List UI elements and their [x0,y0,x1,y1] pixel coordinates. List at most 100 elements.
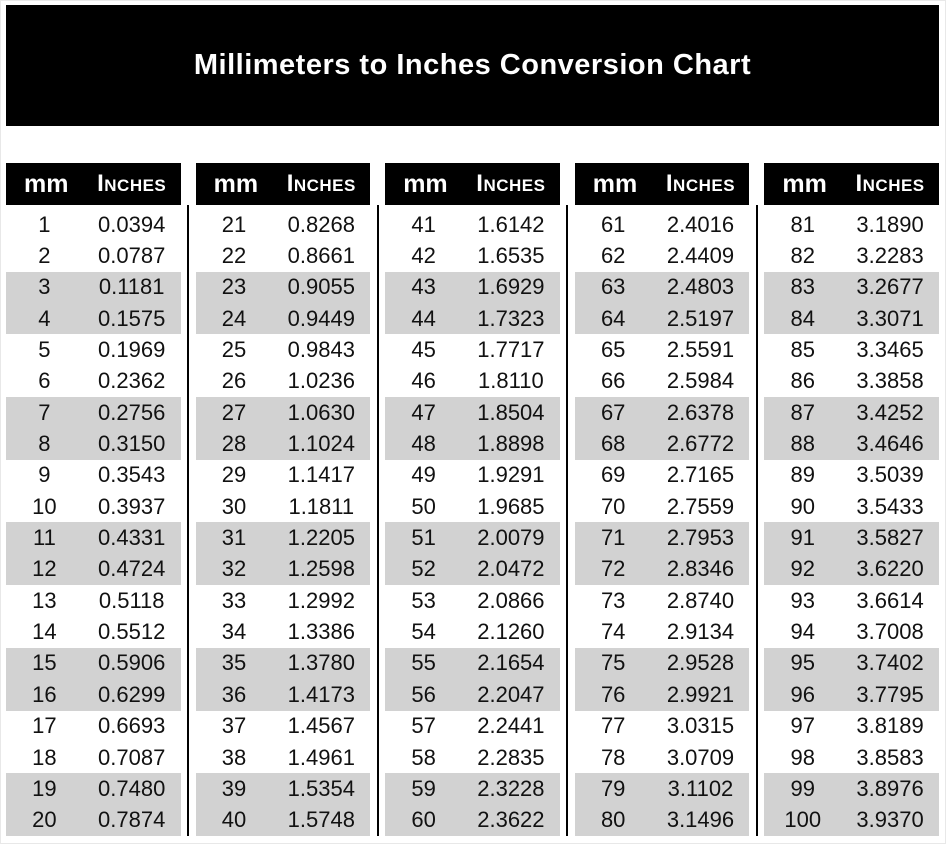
table-row: 98 3.8583 [764,742,939,773]
table-row: 46 1.8110 [385,366,560,397]
cell-mm: 45 [411,337,436,363]
cell-mm: 75 [600,650,626,676]
table-row: 9 0.3543 [6,460,181,491]
table-row: 65 2.5591 [575,334,750,365]
cell-mm: 21 [221,211,247,237]
cell-inches: 3.7008 [856,619,924,645]
cell-mm: 22 [221,243,247,269]
cell-inches: 0.7087 [98,744,166,770]
cell-inches: 3.3071 [856,305,924,331]
cell-mm: 13 [32,587,57,613]
cell-inches: 0.7874 [98,807,166,833]
cell-inches: 2.4409 [666,243,735,269]
cell-mm: 100 [784,807,822,833]
cell-inches: 1.8504 [477,399,545,425]
cell-mm: 52 [411,556,436,582]
cell-inches: 2.2835 [477,744,545,770]
table-row: 13 0.5118 [6,585,181,616]
cell-mm: 16 [32,681,57,707]
cell-mm: 17 [32,713,57,739]
cell-mm: 33 [221,587,247,613]
table-row: 71 2.7953 [574,522,750,554]
cell-mm: 42 [411,243,436,269]
cell-mm: 70 [600,493,626,519]
table-row: 25 0.9843 [196,334,371,365]
cell-mm: 60 [411,807,436,833]
table-row: 15 0.5906 [6,647,181,680]
cell-inches: 0.1969 [98,337,166,363]
table-row: 99 3.8976 [764,773,939,805]
cell-inches: 1.1417 [287,462,355,488]
table-row: 100 3.9370 [764,804,939,836]
cell-inches: 1.4567 [287,713,355,739]
cell-inches: 1.6929 [477,274,545,300]
cell-mm: 12 [32,556,57,582]
cell-mm: 41 [411,211,436,237]
cell-inches: 0.0394 [98,211,166,237]
cell-mm: 92 [790,556,816,582]
cell-mm: 24 [221,305,247,331]
cell-inches: 0.1181 [98,274,165,300]
table-row: 14 0.5512 [6,616,181,647]
cell-inches: 2.6772 [666,431,735,457]
cell-inches: 3.5039 [856,462,924,488]
table-row: 63 2.4803 [574,271,750,304]
cell-inches: 3.8976 [856,775,924,801]
cell-mm: 97 [790,713,816,739]
cell-mm: 7 [38,399,51,425]
table-row: 51 2.0079 [385,522,560,554]
cell-inches: 0.3543 [98,462,166,488]
cell-inches: 1.9291 [477,462,545,488]
table-row: 59 2.3228 [385,773,560,805]
cell-mm: 81 [790,211,816,237]
cell-mm: 83 [790,274,816,300]
table-row: 64 2.5197 [574,303,750,335]
cell-mm: 78 [600,744,626,770]
cell-mm: 55 [411,650,436,676]
table-row: 4 0.1575 [6,303,181,335]
cell-mm: 43 [411,274,436,300]
table-row: 45 1.7717 [385,334,560,365]
conversion-table: mm Inches 81 3.1890 82 3.2283 83 3.2677 84 3.3071… [764,163,939,836]
header-cell-mm: mm [24,169,69,198]
cell-mm: 37 [221,713,247,739]
table-row: 66 2.5984 [575,366,750,397]
table-row: 85 3.3465 [764,334,939,365]
table-divider [566,205,569,836]
cell-inches: 2.8346 [666,556,735,582]
table-row: 93 3.6614 [764,585,939,616]
cell-mm: 26 [221,368,247,394]
cell-inches: 2.0472 [477,556,545,582]
cell-inches: 3.4252 [856,399,924,425]
cell-inches: 2.7953 [666,525,735,551]
cell-mm: 53 [411,587,436,613]
table-row: 53 2.0866 [385,585,560,616]
header-cell-inches: Inches [286,170,356,197]
cell-mm: 1 [38,211,51,237]
cell-inches: 1.4173 [287,681,355,707]
cell-inches: 2.1260 [477,619,545,645]
table-row: 31 1.2205 [195,522,371,554]
cell-mm: 56 [411,681,436,707]
table-row: 70 2.7559 [575,491,750,522]
table-row: 42 1.6535 [385,240,560,271]
table-row: 91 3.5827 [764,522,939,554]
cell-inches: 3.6614 [856,587,924,613]
header-cell-inches: Inches [476,170,546,197]
cell-mm: 93 [790,587,816,613]
cell-mm: 68 [600,431,626,457]
cell-inches: 0.3937 [98,493,166,519]
table-row: 80 3.1496 [574,804,750,836]
table-row: 56 2.2047 [385,679,560,711]
cell-mm: 50 [411,493,436,519]
table-row: 57 2.2441 [385,711,560,742]
cell-inches: 1.7323 [477,305,545,331]
cell-mm: 2 [38,243,51,269]
table-row: 2 0.0787 [6,240,181,271]
table-row: 75 2.9528 [574,647,750,680]
table-row: 44 1.7323 [385,303,560,335]
table-row: 10 0.3937 [6,491,181,522]
cell-inches: 1.1811 [288,493,355,519]
cell-inches: 3.7795 [856,681,924,707]
cell-mm: 86 [790,368,816,394]
